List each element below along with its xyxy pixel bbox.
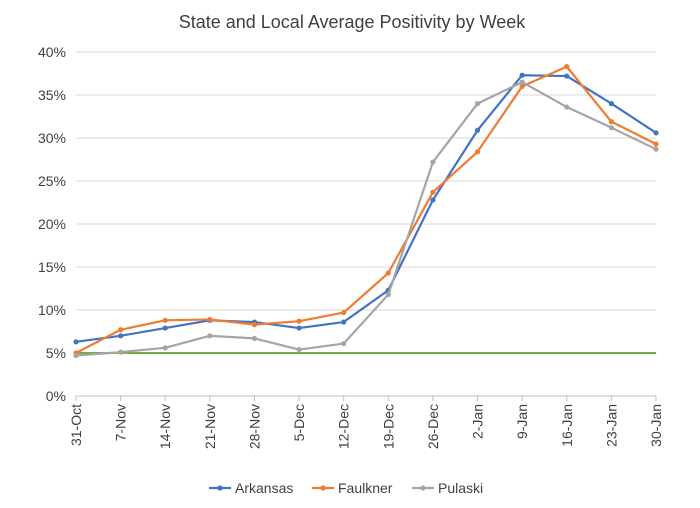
- data-point: [474, 101, 481, 107]
- data-point: [474, 149, 481, 155]
- series-line: [75, 65, 657, 354]
- x-tick-label: 16-Jan: [559, 404, 575, 447]
- data-point: [608, 101, 614, 107]
- legend-item-pulaski: Pulaski: [412, 480, 483, 496]
- data-point: [519, 72, 525, 78]
- data-point: [251, 335, 258, 341]
- series-line: [75, 80, 657, 357]
- x-tick-label: 30-Jan: [648, 404, 664, 447]
- legend-item-arkansas: Arkansas: [209, 480, 293, 496]
- data-point: [118, 349, 124, 355]
- legend-swatch-marker: [420, 485, 426, 491]
- x-tick-label: 7-Nov: [113, 404, 129, 441]
- data-point: [430, 159, 436, 165]
- series-pulaski: [73, 79, 659, 359]
- y-tick-label: 10%: [38, 302, 66, 318]
- y-tick-label: 15%: [38, 259, 66, 275]
- x-tick-label: 19-Dec: [380, 404, 396, 449]
- x-tick-label: 14-Nov: [157, 404, 173, 449]
- x-tick-label: 12-Dec: [336, 404, 352, 449]
- data-point: [296, 325, 302, 331]
- x-tick-label: 26-Dec: [425, 404, 441, 449]
- data-point: [162, 325, 168, 331]
- y-tick-label: 25%: [38, 173, 66, 189]
- data-point: [474, 127, 481, 133]
- series-line: [75, 74, 657, 343]
- data-point: [564, 64, 570, 70]
- x-tick-label: 5-Dec: [291, 404, 307, 441]
- data-point: [162, 317, 168, 323]
- data-point: [430, 197, 436, 203]
- data-point: [430, 189, 436, 195]
- data-point: [296, 346, 302, 353]
- x-tick-label: 31-Oct: [68, 404, 84, 446]
- x-tick-label: 21-Nov: [202, 404, 218, 449]
- data-point: [564, 73, 570, 79]
- y-tick-label: 0%: [46, 388, 66, 404]
- y-tick-label: 35%: [38, 87, 66, 103]
- x-tick-label: 9-Jan: [514, 404, 530, 439]
- data-point: [608, 125, 614, 131]
- y-tick-label: 40%: [38, 44, 66, 60]
- data-point: [207, 316, 213, 323]
- legend-swatch-marker: [320, 485, 326, 491]
- data-point: [207, 333, 213, 339]
- legend-label: Pulaski: [438, 480, 483, 496]
- gridlines: [75, 51, 657, 401]
- data-point: [519, 83, 525, 89]
- data-point: [608, 119, 614, 125]
- data-point: [251, 322, 258, 328]
- data-point: [341, 340, 347, 347]
- legend-swatch-marker: [217, 485, 223, 491]
- legend: Arkansas Faulkner Pulaski: [209, 480, 483, 496]
- y-tick-label: 5%: [46, 345, 66, 361]
- y-axis-tick-labels: 0% 5% 10% 15% 20% 25% 30% 35% 40%: [38, 44, 66, 404]
- series-faulkner: [73, 64, 659, 356]
- legend-label: Faulkner: [338, 480, 393, 496]
- data-point: [118, 333, 124, 339]
- chart-title: State and Local Average Positivity by We…: [179, 12, 527, 32]
- data-point: [73, 352, 79, 359]
- data-point: [385, 291, 391, 298]
- data-point: [296, 318, 302, 324]
- y-tick-label: 20%: [38, 216, 66, 232]
- x-tick-label: 2-Jan: [470, 404, 486, 439]
- data-point: [118, 327, 124, 333]
- data-point: [162, 345, 168, 351]
- data-point: [385, 270, 391, 276]
- legend-item-faulkner: Faulkner: [312, 480, 393, 496]
- x-tick-label: 23-Jan: [603, 404, 619, 447]
- legend-label: Arkansas: [235, 480, 293, 496]
- series-group: [73, 64, 659, 359]
- data-point: [653, 146, 659, 152]
- y-tick-label: 30%: [38, 130, 66, 146]
- x-axis-tick-labels: 31-Oct 7-Nov 14-Nov 21-Nov 28-Nov 5-Dec 12-Dec…: [68, 404, 664, 449]
- data-point: [519, 79, 525, 85]
- data-point: [653, 130, 659, 136]
- x-tick-label: 28-Nov: [246, 404, 262, 449]
- data-point: [341, 319, 347, 325]
- data-point: [653, 141, 659, 147]
- data-point: [341, 309, 347, 316]
- data-point: [73, 339, 79, 345]
- data-point: [564, 104, 570, 110]
- series-arkansas: [73, 72, 659, 345]
